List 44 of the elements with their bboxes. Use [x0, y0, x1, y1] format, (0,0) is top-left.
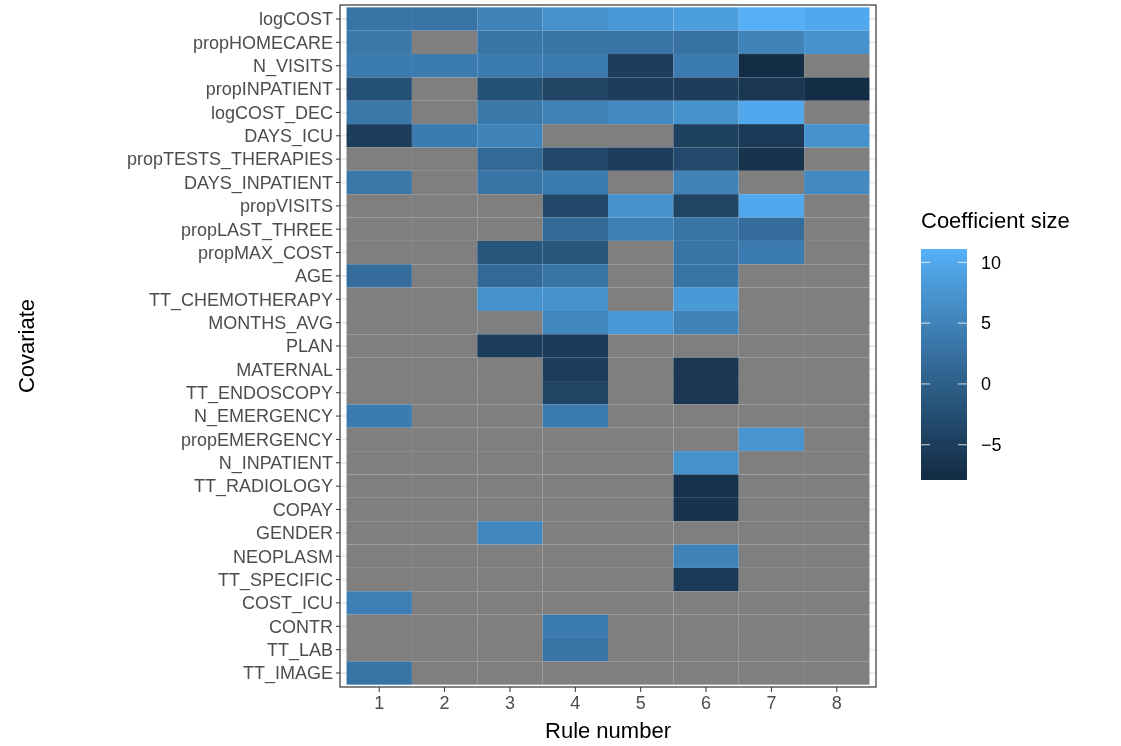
- y-tick-label: TT_IMAGE: [242, 663, 333, 685]
- y-tick-label: DAYS_ICU: [244, 126, 333, 148]
- y-tick-label: TT_ENDOSCOPY: [185, 383, 333, 405]
- color-bar-label: −5: [981, 435, 1002, 456]
- x-tick-label: 6: [701, 693, 712, 713]
- y-tick-label: COPAY: [272, 499, 333, 520]
- y-tick-label: PLAN: [285, 336, 333, 357]
- y-tick-label: MONTHS_AVG: [208, 312, 333, 334]
- y-tick-label: TT_RADIOLOGY: [193, 476, 333, 498]
- x-tick-label: 2: [439, 693, 450, 713]
- y-tick-label: N_EMERGENCY: [193, 406, 333, 428]
- x-tick-label: 5: [635, 693, 646, 713]
- y-tick-label: NEOPLASM: [232, 546, 333, 567]
- x-tick-label: 3: [504, 693, 515, 713]
- y-tick-label: propEMERGENCY: [180, 429, 333, 450]
- y-tick-label: GENDER: [255, 523, 333, 544]
- y-tick-label: COST_ICU: [241, 593, 333, 615]
- y-tick-label: propLAST_THREE: [180, 219, 333, 241]
- x-tick-label: 1: [374, 693, 385, 713]
- x-tick-label: 4: [570, 693, 581, 713]
- legend-title: Coefficient size: [921, 208, 1070, 233]
- y-tick-label: DAYS_INPATIENT: [183, 172, 333, 194]
- color-bar-label: 0: [981, 374, 992, 395]
- y-tick-label: propTESTS_THERAPIES: [126, 149, 333, 171]
- x-tick-label: 8: [831, 693, 842, 713]
- y-tick-label: propVISITS: [239, 196, 333, 217]
- y-tick-label: AGE: [294, 266, 333, 287]
- y-axis-title: Covariate: [14, 298, 39, 394]
- color-bar-label: 10: [981, 252, 1002, 273]
- y-tick-label: N_VISITS: [252, 56, 333, 78]
- y-tick-label: CONTR: [269, 616, 333, 637]
- x-tick-label: 7: [766, 693, 777, 713]
- y-tick-label: TT_LAB: [266, 639, 333, 661]
- y-tick-label: propHOMECARE: [192, 32, 333, 53]
- color-bar-label: 5: [981, 313, 992, 334]
- y-tick-label: propMAX_COST: [197, 242, 333, 264]
- y-tick-label: TT_SPECIFIC: [217, 569, 333, 591]
- y-tick-label: propINPATIENT: [205, 79, 333, 100]
- y-tick-label: logCOST_DEC: [210, 102, 333, 124]
- y-tick-label: MATERNAL: [236, 359, 333, 380]
- y-tick-label: TT_CHEMOTHERAPY: [148, 289, 333, 311]
- x-axis-title: Rule number: [545, 718, 671, 743]
- y-tick-label: logCOST: [258, 9, 333, 30]
- y-tick-label: N_INPATIENT: [218, 453, 333, 475]
